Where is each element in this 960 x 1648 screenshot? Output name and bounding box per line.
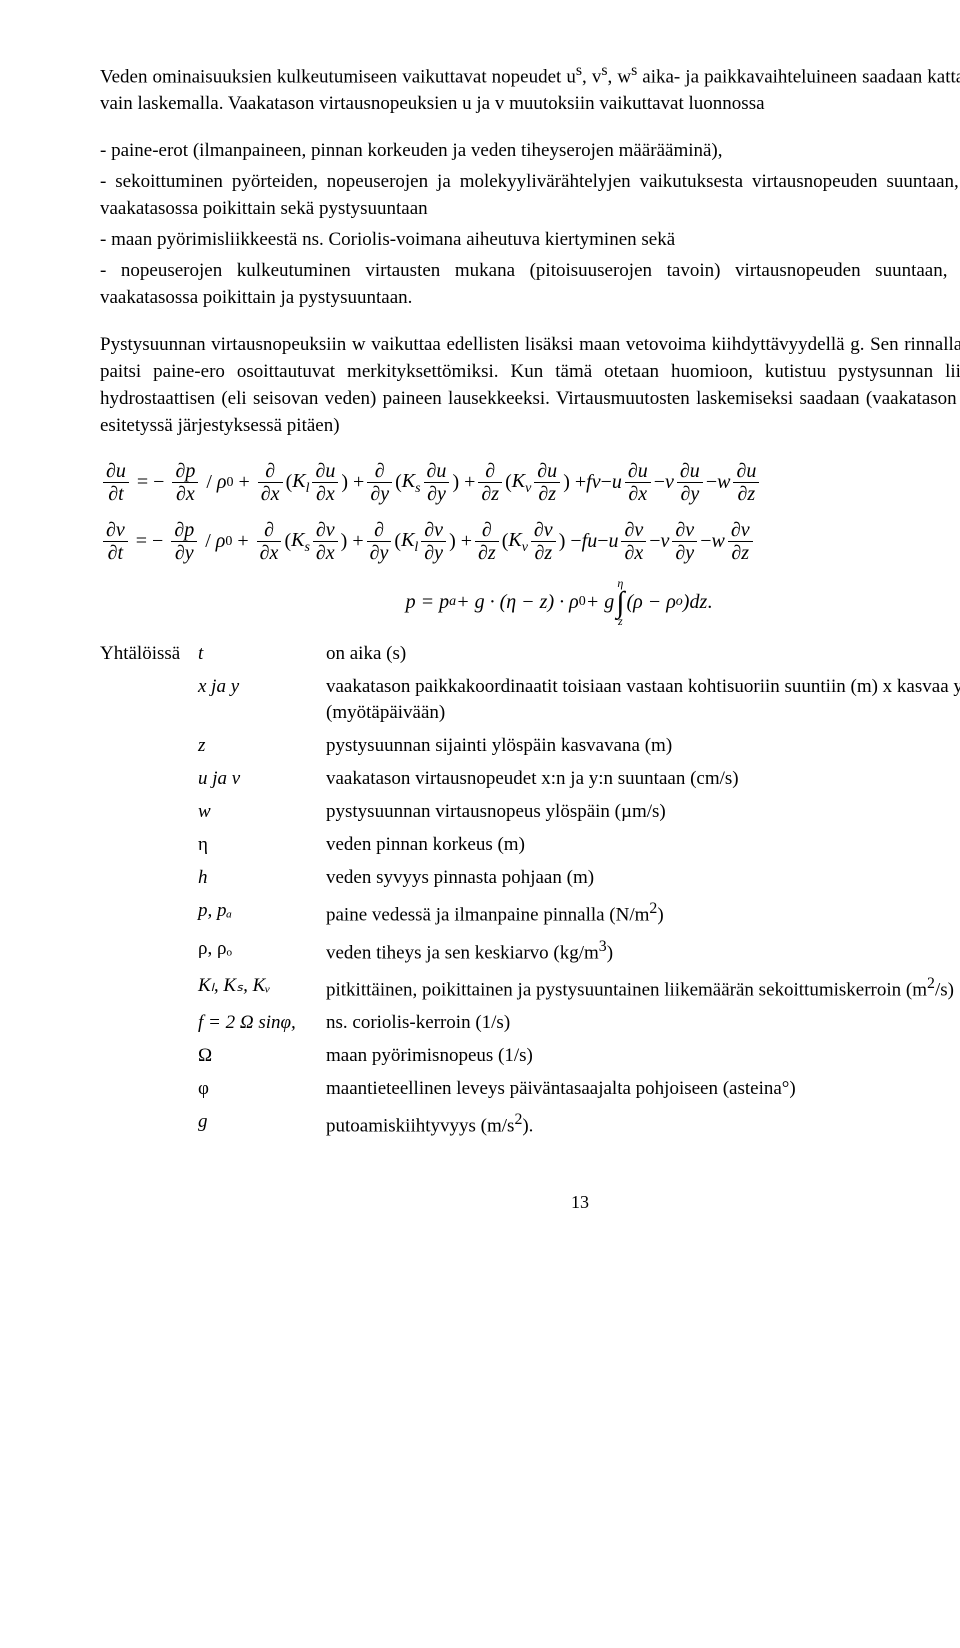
equation-2: ∂u∂t = − ∂p∂x / ρ0 + ∂∂x (Kl ∂u∂x ) + ∂∂…	[100, 460, 762, 505]
def-sym-1: x ja y	[198, 674, 318, 728]
def-txt-1: vaakatason paikkakoordinaatit toisiaan v…	[326, 674, 960, 728]
def-sym-12: φ	[198, 1076, 318, 1103]
def-sym-7: p, pₐ	[198, 898, 318, 929]
def-txt-2: pystysuunnan sijainti ylöspäin kasvavana…	[326, 733, 960, 760]
def-sym-11: Ω	[198, 1043, 318, 1070]
def-txt-10: ns. coriolis-kerroin (1/s)	[326, 1010, 960, 1037]
def-sym-6: h	[198, 865, 318, 892]
list-item-2: - sekoittuminen pyörteiden, nopeuserojen…	[100, 169, 960, 223]
def-txt-12: maantieteellinen leveys päiväntasaajalta…	[326, 1076, 960, 1103]
eq4e: )dz	[683, 588, 707, 616]
p1c: , w	[608, 66, 632, 87]
paragraph-2: Pystysuunnan virtausnopeuksiin w vaikutt…	[100, 332, 960, 440]
page-number: 13	[100, 1190, 960, 1216]
eq4c: + g	[586, 588, 615, 616]
def-txt-11: maan pyörimisnopeus (1/s)	[326, 1043, 960, 1070]
def-txt-3: vaakatason virtausnopeudet x:n ja y:n su…	[326, 766, 960, 793]
def-txt-0: on aika (s)	[326, 641, 960, 668]
def-sym-8: ρ, ρₒ	[198, 936, 318, 967]
def-txt-13: putoamiskiihtyvyys (m/s2).	[326, 1109, 960, 1140]
definitions-grid: Yhtälöissä t on aika (s) x ja y vaakatas…	[100, 641, 960, 1141]
def-txt-7: paine vedessä ja ilmanpaine pinnalla (N/…	[326, 898, 960, 929]
equation-4: p = pa + g · (η − z) · ρ0 + g η∫z (ρ − ρ…	[406, 578, 713, 627]
p1b: , v	[582, 66, 601, 87]
eq4-period: .	[707, 588, 712, 616]
def-sym-2: z	[198, 733, 318, 760]
list-item-3: - maan pyörimisliikkeestä ns. Coriolis-v…	[100, 227, 960, 254]
paragraph-intro: Veden ominaisuuksien kulkeutumiseen vaik…	[100, 60, 960, 118]
p1a: Veden ominaisuuksien kulkeutumiseen vaik…	[100, 66, 576, 87]
def-sym-10: f = 2 Ω sinφ,	[198, 1010, 318, 1037]
def-sym-5: η	[198, 832, 318, 859]
def-txt-5: veden pinnan korkeus (m)	[326, 832, 960, 859]
equation-3-row: ∂v∂t = − ∂p∂y / ρ0 + ∂∂x (Ks ∂v∂x ) + ∂∂…	[100, 519, 960, 564]
def-sym-0: t	[198, 641, 318, 668]
eq4d: (ρ − ρ	[626, 588, 675, 616]
def-sym-13: g	[198, 1109, 318, 1140]
def-sym-3: u ja v	[198, 766, 318, 793]
def-sym-4: w	[198, 799, 318, 826]
def-txt-9: pitkittäinen, poikittainen ja pystysuunt…	[326, 973, 960, 1004]
defs-lead: Yhtälöissä	[100, 641, 190, 668]
def-txt-4: pystysuunnan virtausnopeus ylöspäin (µm/…	[326, 799, 960, 826]
equation-3: ∂v∂t = − ∂p∂y / ρ0 + ∂∂x (Ks ∂v∂x ) + ∂∂…	[100, 519, 756, 564]
equation-2-row: ∂u∂t = − ∂p∂x / ρ0 + ∂∂x (Kl ∂u∂x ) + ∂∂…	[100, 460, 960, 505]
equation-4-row: p = pa + g · (η − z) · ρ0 + g η∫z (ρ − ρ…	[100, 578, 960, 627]
list-item-4: - nopeuserojen kulkeutuminen virtausten …	[100, 258, 960, 312]
eq4b: + g · (η − z) · ρ	[456, 588, 579, 616]
def-sym-9: Kₗ, Kₛ, Kᵥ	[198, 973, 318, 1004]
def-txt-8: veden tiheys ja sen keskiarvo (kg/m3)	[326, 936, 960, 967]
def-txt-6: veden syvyys pinnasta pohjaan (m)	[326, 865, 960, 892]
list-item-1: - paine-erot (ilmanpaineen, pinnan korke…	[100, 138, 960, 165]
eq4a: p = p	[406, 588, 450, 616]
